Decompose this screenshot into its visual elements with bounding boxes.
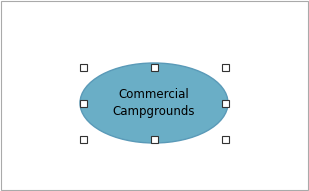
FancyBboxPatch shape <box>79 63 87 70</box>
Text: Commercial
Campgrounds: Commercial Campgrounds <box>113 88 195 117</box>
FancyBboxPatch shape <box>150 63 158 70</box>
FancyBboxPatch shape <box>79 135 87 142</box>
FancyBboxPatch shape <box>222 100 228 107</box>
FancyBboxPatch shape <box>79 100 87 107</box>
FancyBboxPatch shape <box>222 135 228 142</box>
Ellipse shape <box>80 63 228 143</box>
FancyBboxPatch shape <box>150 135 158 142</box>
FancyBboxPatch shape <box>222 63 228 70</box>
